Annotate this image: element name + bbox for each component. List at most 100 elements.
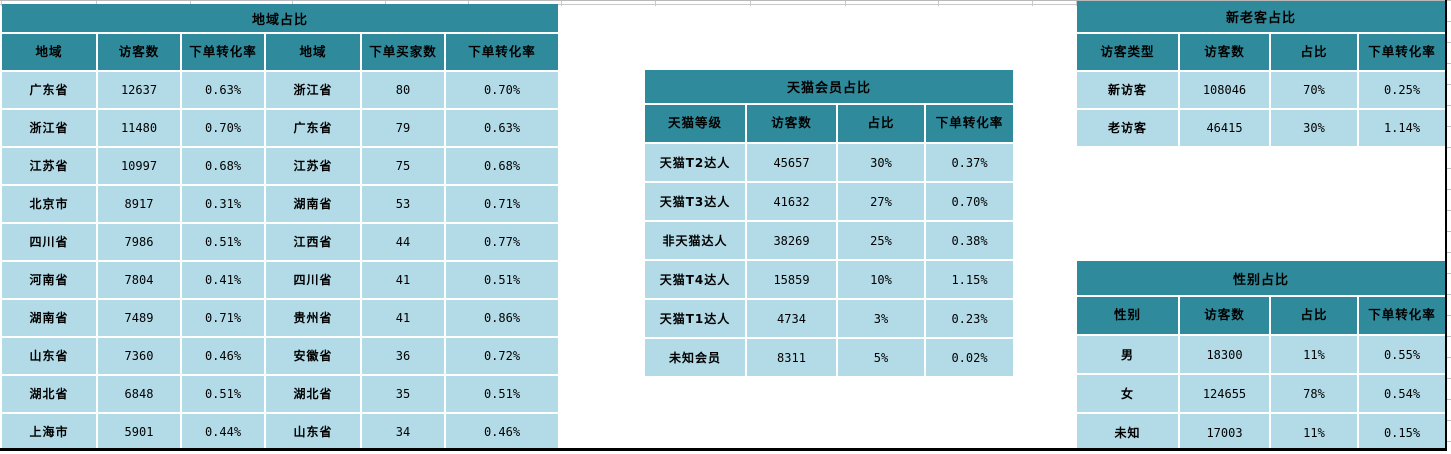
tmall_member-cell[interactable]: 15859 bbox=[747, 261, 836, 298]
tmall_member-cell[interactable]: 3% bbox=[838, 300, 924, 337]
tmall_member-cell[interactable]: 天猫T3达人 bbox=[645, 183, 745, 220]
region-cell[interactable]: 广东省 bbox=[266, 110, 360, 146]
region-column-header[interactable]: 地域 bbox=[2, 34, 96, 70]
region-cell[interactable]: 上海市 bbox=[2, 414, 96, 450]
region-cell[interactable]: 35 bbox=[362, 376, 444, 412]
region-cell[interactable]: 0.72% bbox=[446, 338, 558, 374]
region-cell[interactable]: 江苏省 bbox=[266, 148, 360, 184]
region-column-header[interactable]: 访客数 bbox=[98, 34, 180, 70]
region-cell[interactable]: 0.71% bbox=[446, 186, 558, 222]
region-column-header[interactable]: 下单转化率 bbox=[182, 34, 264, 70]
new_old_visitor-column-header[interactable]: 下单转化率 bbox=[1359, 34, 1445, 70]
region-cell[interactable]: 0.71% bbox=[182, 300, 264, 336]
gender-column-header[interactable]: 性别 bbox=[1077, 297, 1178, 334]
new_old_visitor-title-cell[interactable]: 新老客占比 bbox=[1077, 1, 1445, 32]
region-cell[interactable]: 广东省 bbox=[2, 72, 96, 108]
tmall_member-cell[interactable]: 0.23% bbox=[926, 300, 1013, 337]
region-cell[interactable]: 10997 bbox=[98, 148, 180, 184]
region-cell[interactable]: 0.51% bbox=[182, 224, 264, 260]
region-cell[interactable]: 0.31% bbox=[182, 186, 264, 222]
tmall_member-cell[interactable]: 30% bbox=[838, 144, 924, 181]
region-cell[interactable]: 安徽省 bbox=[266, 338, 360, 374]
tmall_member-cell[interactable]: 0.02% bbox=[926, 339, 1013, 376]
new_old_visitor-column-header[interactable]: 访客数 bbox=[1180, 34, 1269, 70]
tmall_member-cell[interactable]: 25% bbox=[838, 222, 924, 259]
gender-cell[interactable]: 17003 bbox=[1180, 414, 1269, 451]
region-cell[interactable]: 0.46% bbox=[182, 338, 264, 374]
region-cell[interactable]: 41 bbox=[362, 262, 444, 298]
region-column-header[interactable]: 地域 bbox=[266, 34, 360, 70]
region-cell[interactable]: 8917 bbox=[98, 186, 180, 222]
tmall_member-cell[interactable]: 5% bbox=[838, 339, 924, 376]
tmall_member-cell[interactable]: 10% bbox=[838, 261, 924, 298]
region-cell[interactable]: 湖北省 bbox=[266, 376, 360, 412]
region-cell[interactable]: 0.46% bbox=[446, 414, 558, 450]
tmall_member-column-header[interactable]: 访客数 bbox=[747, 105, 836, 142]
region-cell[interactable]: 0.70% bbox=[182, 110, 264, 146]
region-cell[interactable]: 44 bbox=[362, 224, 444, 260]
region-cell[interactable]: 36 bbox=[362, 338, 444, 374]
region-cell[interactable]: 0.51% bbox=[446, 262, 558, 298]
tmall_member-cell[interactable]: 非天猫达人 bbox=[645, 222, 745, 259]
region-cell[interactable]: 0.51% bbox=[446, 376, 558, 412]
region-cell[interactable]: 41 bbox=[362, 300, 444, 336]
region-cell[interactable]: 湖南省 bbox=[266, 186, 360, 222]
tmall_member-cell[interactable]: 27% bbox=[838, 183, 924, 220]
new_old_visitor-cell[interactable]: 108046 bbox=[1180, 72, 1269, 108]
region-cell[interactable]: 75 bbox=[362, 148, 444, 184]
gender-cell[interactable]: 11% bbox=[1271, 336, 1357, 373]
region-cell[interactable]: 北京市 bbox=[2, 186, 96, 222]
tmall_member-cell[interactable]: 天猫T4达人 bbox=[645, 261, 745, 298]
region-cell[interactable]: 11480 bbox=[98, 110, 180, 146]
region-cell[interactable]: 山东省 bbox=[2, 338, 96, 374]
gender-cell[interactable]: 124655 bbox=[1180, 375, 1269, 412]
tmall_member-cell[interactable]: 0.38% bbox=[926, 222, 1013, 259]
gender-cell[interactable]: 0.54% bbox=[1359, 375, 1445, 412]
new_old_visitor-cell[interactable]: 1.14% bbox=[1359, 110, 1445, 146]
gender-cell[interactable]: 78% bbox=[1271, 375, 1357, 412]
region-cell[interactable]: 0.77% bbox=[446, 224, 558, 260]
tmall_member-cell[interactable]: 0.70% bbox=[926, 183, 1013, 220]
region-cell[interactable]: 河南省 bbox=[2, 262, 96, 298]
region-cell[interactable]: 0.63% bbox=[446, 110, 558, 146]
region-cell[interactable]: 34 bbox=[362, 414, 444, 450]
tmall_member-column-header[interactable]: 天猫等级 bbox=[645, 105, 745, 142]
tmall_member-title-cell[interactable]: 天猫会员占比 bbox=[645, 70, 1013, 103]
region-cell[interactable]: 5901 bbox=[98, 414, 180, 450]
tmall_member-cell[interactable]: 4734 bbox=[747, 300, 836, 337]
tmall_member-cell[interactable]: 41632 bbox=[747, 183, 836, 220]
region-cell[interactable]: 7986 bbox=[98, 224, 180, 260]
region-cell[interactable]: 山东省 bbox=[266, 414, 360, 450]
new_old_visitor-cell[interactable]: 0.25% bbox=[1359, 72, 1445, 108]
gender-cell[interactable]: 男 bbox=[1077, 336, 1178, 373]
region-cell[interactable]: 四川省 bbox=[266, 262, 360, 298]
region-cell[interactable]: 53 bbox=[362, 186, 444, 222]
region-cell[interactable]: 79 bbox=[362, 110, 444, 146]
tmall_member-cell[interactable]: 45657 bbox=[747, 144, 836, 181]
tmall_member-cell[interactable]: 0.37% bbox=[926, 144, 1013, 181]
new_old_visitor-cell[interactable]: 46415 bbox=[1180, 110, 1269, 146]
gender-column-header[interactable]: 访客数 bbox=[1180, 297, 1269, 334]
region-cell[interactable]: 12637 bbox=[98, 72, 180, 108]
region-cell[interactable]: 湖南省 bbox=[2, 300, 96, 336]
tmall_member-cell[interactable]: 未知会员 bbox=[645, 339, 745, 376]
region-column-header[interactable]: 下单转化率 bbox=[446, 34, 558, 70]
tmall_member-column-header[interactable]: 占比 bbox=[838, 105, 924, 142]
region-cell[interactable]: 贵州省 bbox=[266, 300, 360, 336]
region-cell[interactable]: 0.51% bbox=[182, 376, 264, 412]
new_old_visitor-cell[interactable]: 新访客 bbox=[1077, 72, 1178, 108]
new_old_visitor-cell[interactable]: 老访客 bbox=[1077, 110, 1178, 146]
gender-title-cell[interactable]: 性别占比 bbox=[1077, 261, 1445, 295]
gender-cell[interactable]: 18300 bbox=[1180, 336, 1269, 373]
region-cell[interactable]: 浙江省 bbox=[2, 110, 96, 146]
region-column-header[interactable]: 下单买家数 bbox=[362, 34, 444, 70]
gender-cell[interactable]: 女 bbox=[1077, 375, 1178, 412]
region-cell[interactable]: 湖北省 bbox=[2, 376, 96, 412]
new_old_visitor-column-header[interactable]: 占比 bbox=[1271, 34, 1357, 70]
new_old_visitor-cell[interactable]: 70% bbox=[1271, 72, 1357, 108]
region-cell[interactable]: 0.44% bbox=[182, 414, 264, 450]
region-cell[interactable]: 7489 bbox=[98, 300, 180, 336]
gender-column-header[interactable]: 下单转化率 bbox=[1359, 297, 1445, 334]
gender-cell[interactable]: 11% bbox=[1271, 414, 1357, 451]
region-cell[interactable]: 0.41% bbox=[182, 262, 264, 298]
